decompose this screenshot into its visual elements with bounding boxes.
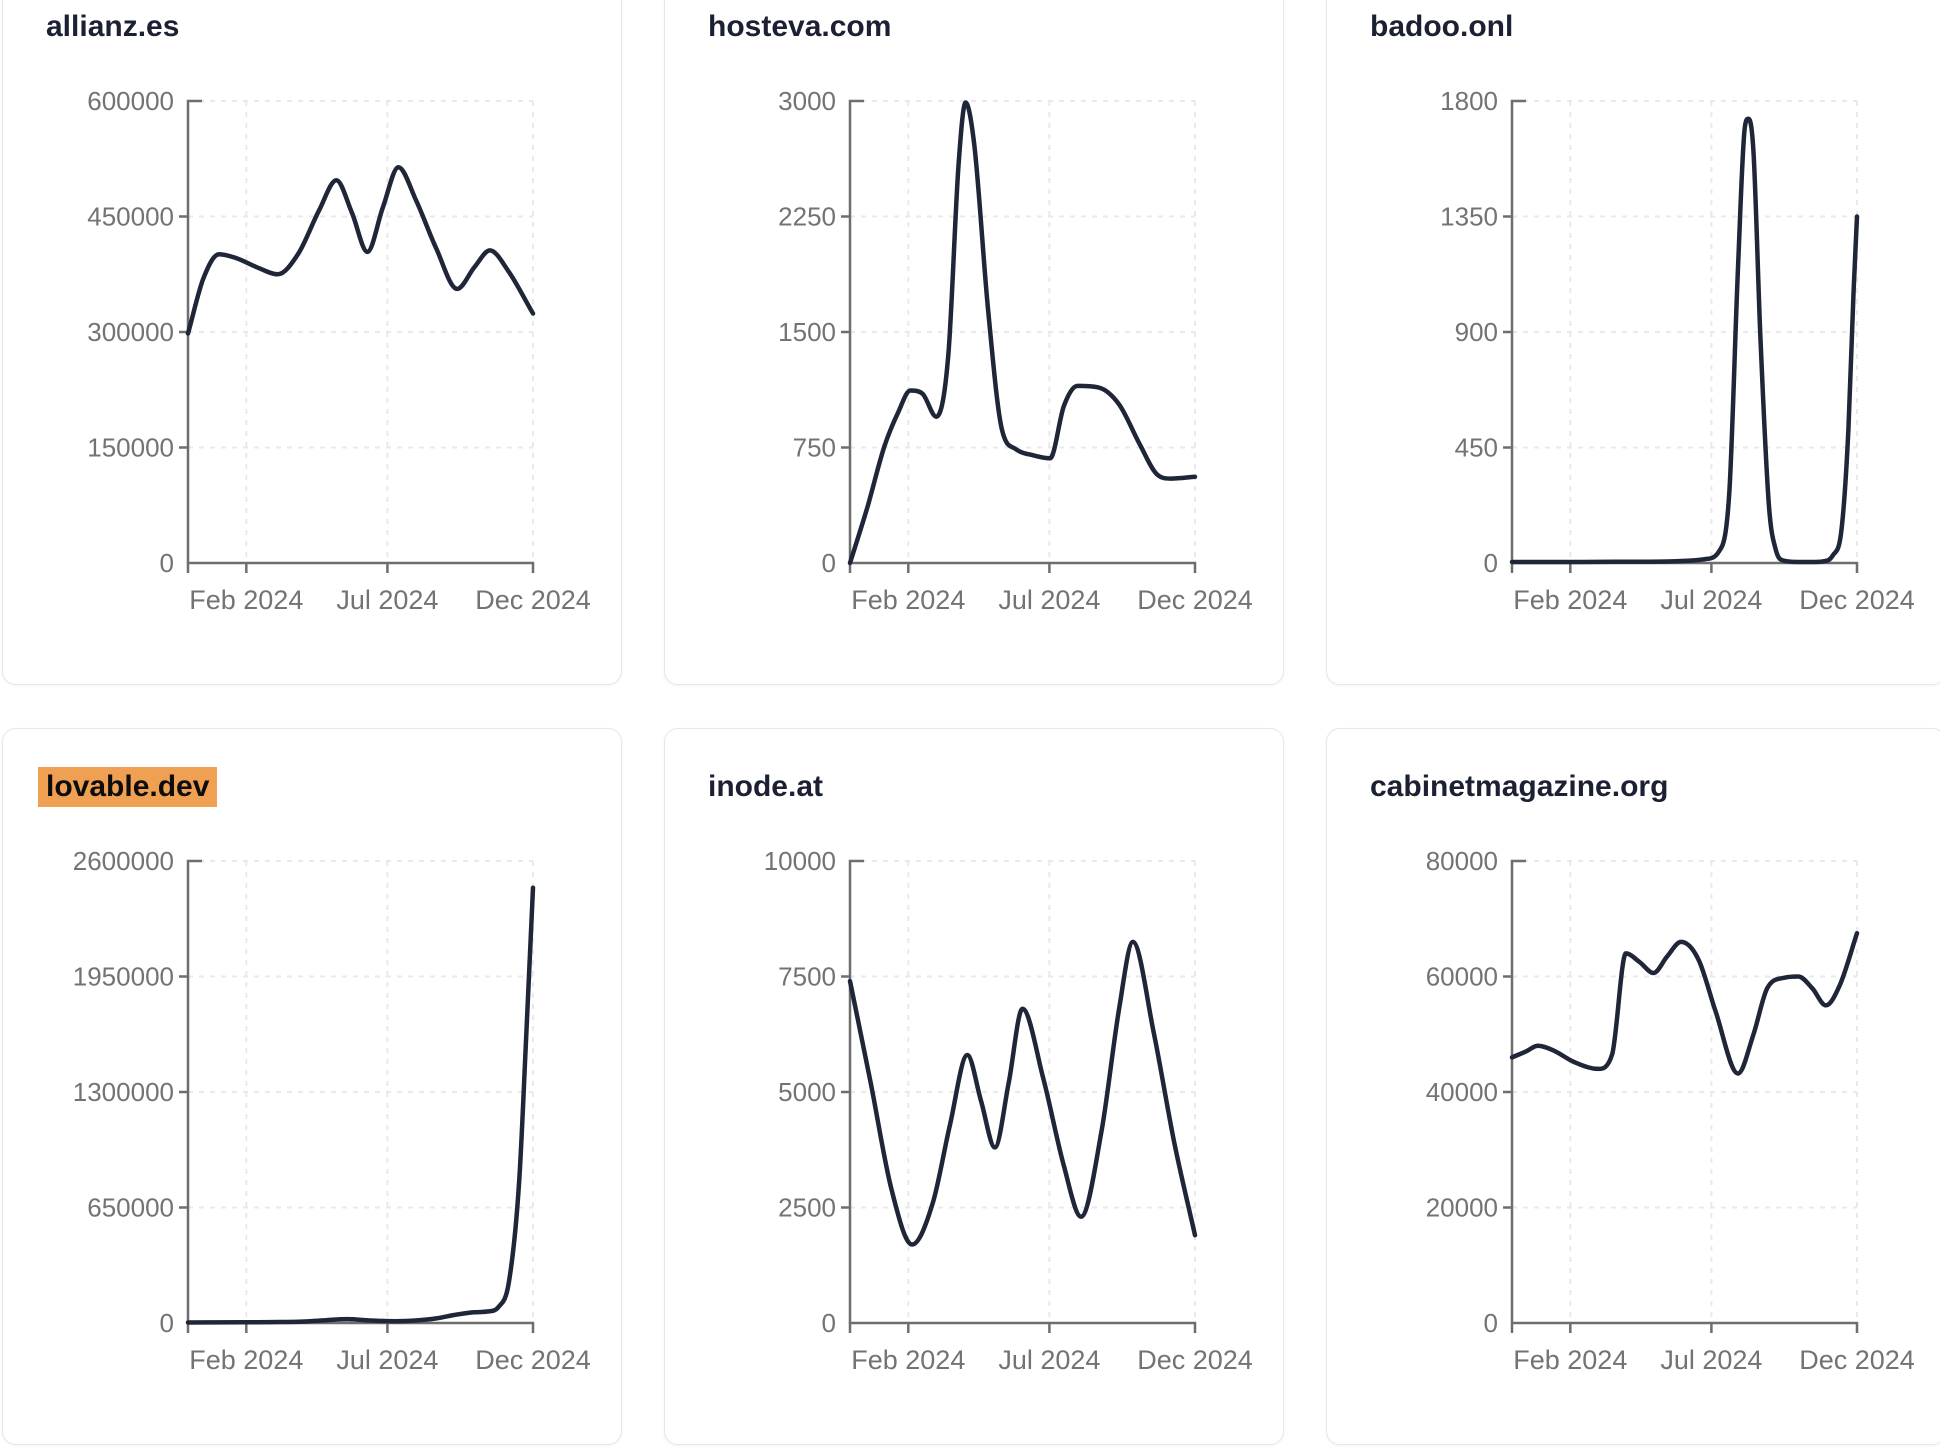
chart-card-hosteva-com: hosteva.com 0 750 1500 2250 3000 Feb 2024 Jul … <box>664 0 1284 685</box>
chart-title: badoo.onl <box>1370 9 1917 45</box>
y-tick-label: 450 <box>1455 432 1498 462</box>
x-tick-label: Dec 2024 <box>1137 585 1253 615</box>
chart-card-lovable-dev: lovable.dev 0 650000 1300000 1950000 2600000… <box>2 728 622 1445</box>
x-tick-label: Jul 2024 <box>1660 585 1762 615</box>
x-tick-label: Dec 2024 <box>475 585 591 615</box>
series-line <box>1509 116 1860 565</box>
y-tick-label: 0 <box>1484 548 1498 578</box>
x-tick-label: Jul 2024 <box>998 585 1100 615</box>
line-chart: 0 750 1500 2250 3000 Feb 2024 Jul 2024 Dec 2024 <box>778 86 1253 615</box>
x-tick-label: Jul 2024 <box>336 1345 438 1375</box>
series-line <box>847 100 1198 566</box>
y-tick-label: 40000 <box>1426 1077 1498 1107</box>
x-tick-label: Jul 2024 <box>1660 1345 1762 1375</box>
x-tick-label: Feb 2024 <box>1513 585 1627 615</box>
line-chart: 0 450 900 1350 1800 Feb 2024 Jul 2024 Dec 2024 <box>1440 86 1915 615</box>
chart-title: allianz.es <box>46 9 593 45</box>
chart-card-allianz-es: allianz.es 0 150000 300000 450000 600000 Feb … <box>2 0 622 685</box>
chart-card-inode-at: inode.at 0 2500 5000 7500 10000 Feb 2024 Jul 2… <box>664 728 1284 1445</box>
y-tick-label: 900 <box>1455 317 1498 347</box>
y-tick-label: 0 <box>160 1308 174 1338</box>
x-tick-label: Feb 2024 <box>851 585 965 615</box>
chart-title: inode.at <box>708 769 1255 805</box>
series-line <box>185 885 536 1325</box>
y-axis <box>1510 99 1526 563</box>
x-tick-label: Jul 2024 <box>998 1345 1100 1375</box>
series-line <box>847 939 1198 1247</box>
line-chart: 0 650000 1300000 1950000 2600000 Feb 2024 Jul … <box>73 846 591 1375</box>
x-tick-label: Feb 2024 <box>1513 1345 1627 1375</box>
chart-title-text[interactable]: badoo.onl <box>1370 10 1514 43</box>
y-axis <box>848 99 864 563</box>
chart-title: hosteva.com <box>708 9 1255 45</box>
y-tick-label: 1300000 <box>73 1077 174 1107</box>
y-tick-label: 450000 <box>87 201 174 231</box>
x-tick-label: Jul 2024 <box>336 585 438 615</box>
y-tick-label: 80000 <box>1426 846 1498 876</box>
y-axis <box>186 99 202 563</box>
y-tick-label: 600000 <box>87 86 174 116</box>
chart-card-badoo-onl: badoo.onl 0 450 900 1350 1800 Feb 2024 Jul 202… <box>1326 0 1940 685</box>
y-tick-label: 3000 <box>778 86 836 116</box>
series-line <box>185 164 536 336</box>
y-tick-label: 5000 <box>778 1077 836 1107</box>
y-tick-label: 750 <box>793 432 836 462</box>
y-tick-label: 150000 <box>87 432 174 462</box>
chart-title-text[interactable]: inode.at <box>708 770 824 803</box>
x-axis <box>1510 1321 1859 1333</box>
chart-title-text[interactable]: lovable.dev <box>38 767 218 807</box>
line-chart: 0 20000 40000 60000 80000 Feb 2024 Jul 2024 Dec… <box>1426 846 1915 1375</box>
y-tick-label: 2500 <box>778 1192 836 1222</box>
y-axis <box>1510 859 1526 1323</box>
y-tick-label: 0 <box>822 1308 836 1338</box>
y-tick-label: 1800 <box>1440 86 1498 116</box>
x-tick-label: Feb 2024 <box>189 1345 303 1375</box>
y-tick-label: 2250 <box>778 201 836 231</box>
x-tick-label: Dec 2024 <box>1799 585 1915 615</box>
x-axis <box>186 561 535 573</box>
x-tick-label: Dec 2024 <box>1137 1345 1253 1375</box>
y-tick-label: 0 <box>822 548 836 578</box>
x-axis <box>186 1321 535 1333</box>
chart-title-text[interactable]: hosteva.com <box>708 10 892 43</box>
y-tick-label: 0 <box>160 548 174 578</box>
y-tick-label: 1350 <box>1440 201 1498 231</box>
y-tick-label: 300000 <box>87 317 174 347</box>
y-tick-label: 1500 <box>778 317 836 347</box>
series-line <box>1509 930 1860 1076</box>
line-chart: 0 2500 5000 7500 10000 Feb 2024 Jul 2024 Dec 20… <box>764 846 1253 1375</box>
x-axis <box>1510 561 1859 573</box>
x-tick-label: Feb 2024 <box>189 585 303 615</box>
y-tick-label: 60000 <box>1426 961 1498 991</box>
x-axis <box>848 1321 1197 1333</box>
x-tick-label: Dec 2024 <box>475 1345 591 1375</box>
y-tick-label: 20000 <box>1426 1192 1498 1222</box>
chart-card-cabinetmagazine-org: cabinetmagazine.org 0 20000 40000 60000 8000… <box>1326 728 1940 1445</box>
y-tick-label: 0 <box>1484 1308 1498 1338</box>
chart-title-text[interactable]: cabinetmagazine.org <box>1370 770 1669 803</box>
y-axis <box>186 859 202 1323</box>
chart-title: lovable.dev <box>38 767 593 807</box>
chart-title-text[interactable]: allianz.es <box>46 10 180 43</box>
y-tick-label: 1950000 <box>73 961 174 991</box>
y-tick-label: 2600000 <box>73 846 174 876</box>
y-tick-label: 7500 <box>778 961 836 991</box>
x-tick-label: Feb 2024 <box>851 1345 965 1375</box>
line-chart: 0 150000 300000 450000 600000 Feb 2024 Jul 202… <box>87 86 591 615</box>
y-axis <box>848 859 864 1323</box>
y-tick-label: 10000 <box>764 846 836 876</box>
y-tick-label: 650000 <box>87 1192 174 1222</box>
x-axis <box>848 561 1197 573</box>
x-tick-label: Dec 2024 <box>1799 1345 1915 1375</box>
chart-title: cabinetmagazine.org <box>1370 769 1917 805</box>
